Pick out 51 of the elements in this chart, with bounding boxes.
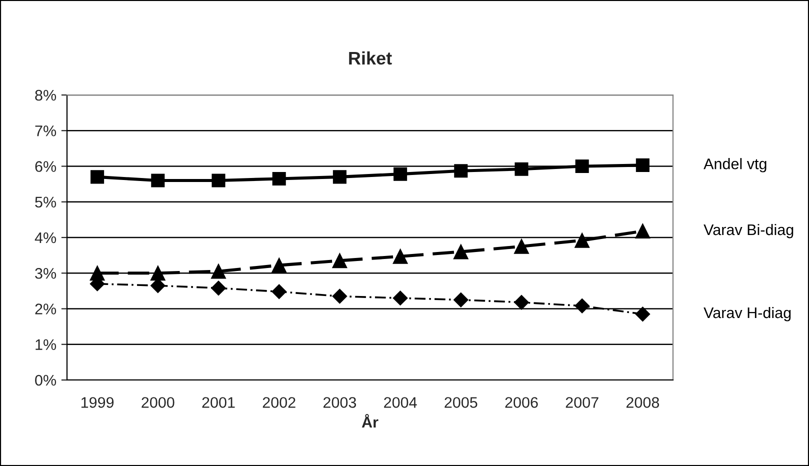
y-tick-label: 3% [35,268,56,279]
y-tick-label: 0% [35,374,56,386]
x-tick-label: 1999 [81,397,114,408]
y-tick-label: 6% [35,161,56,172]
point [150,266,166,281]
x-tick-label: 2004 [384,397,417,408]
point [212,174,226,188]
point [272,284,286,300]
point [454,164,468,178]
y-tick-label: 7% [35,126,56,136]
point [514,162,528,176]
text: Andel vtg [704,158,766,172]
y-tick-label: 8% [35,90,56,101]
point [635,224,650,239]
point [392,248,408,264]
point [636,158,650,172]
point [332,288,348,304]
x-tick-label: 2005 [444,397,478,408]
point [211,280,226,296]
point [454,292,468,308]
x-tick-label: 2007 [566,397,598,408]
y-tick-label: 4% [34,232,56,244]
point [575,159,589,174]
y-tick-label: 5% [35,196,56,208]
chart-title: Riket [349,51,392,65]
point [574,298,590,314]
x-tick-label: 2008 [626,397,660,408]
point [272,172,286,186]
point [635,306,650,322]
x-tick-label: 2003 [323,397,356,408]
point [90,170,104,184]
point [514,294,529,310]
point [332,170,346,184]
y-tick-label: 1% [36,339,56,350]
point [574,232,590,248]
point [453,244,468,260]
x-axis-title: År [362,414,378,428]
x-tick-label: 2006 [505,397,538,408]
point [394,167,408,181]
text: Varav Bi-diag [704,224,794,238]
y-tick-label: 2% [35,304,56,314]
text: Varav H-diag [704,306,791,322]
point [211,264,226,279]
x-tick-label: 2000 [142,397,174,408]
point [272,258,287,273]
point [332,253,348,268]
point [392,290,408,306]
x-tick-label: 2002 [262,397,296,408]
point [514,238,529,254]
point [151,174,165,188]
x-tick-label: 2001 [202,397,235,408]
